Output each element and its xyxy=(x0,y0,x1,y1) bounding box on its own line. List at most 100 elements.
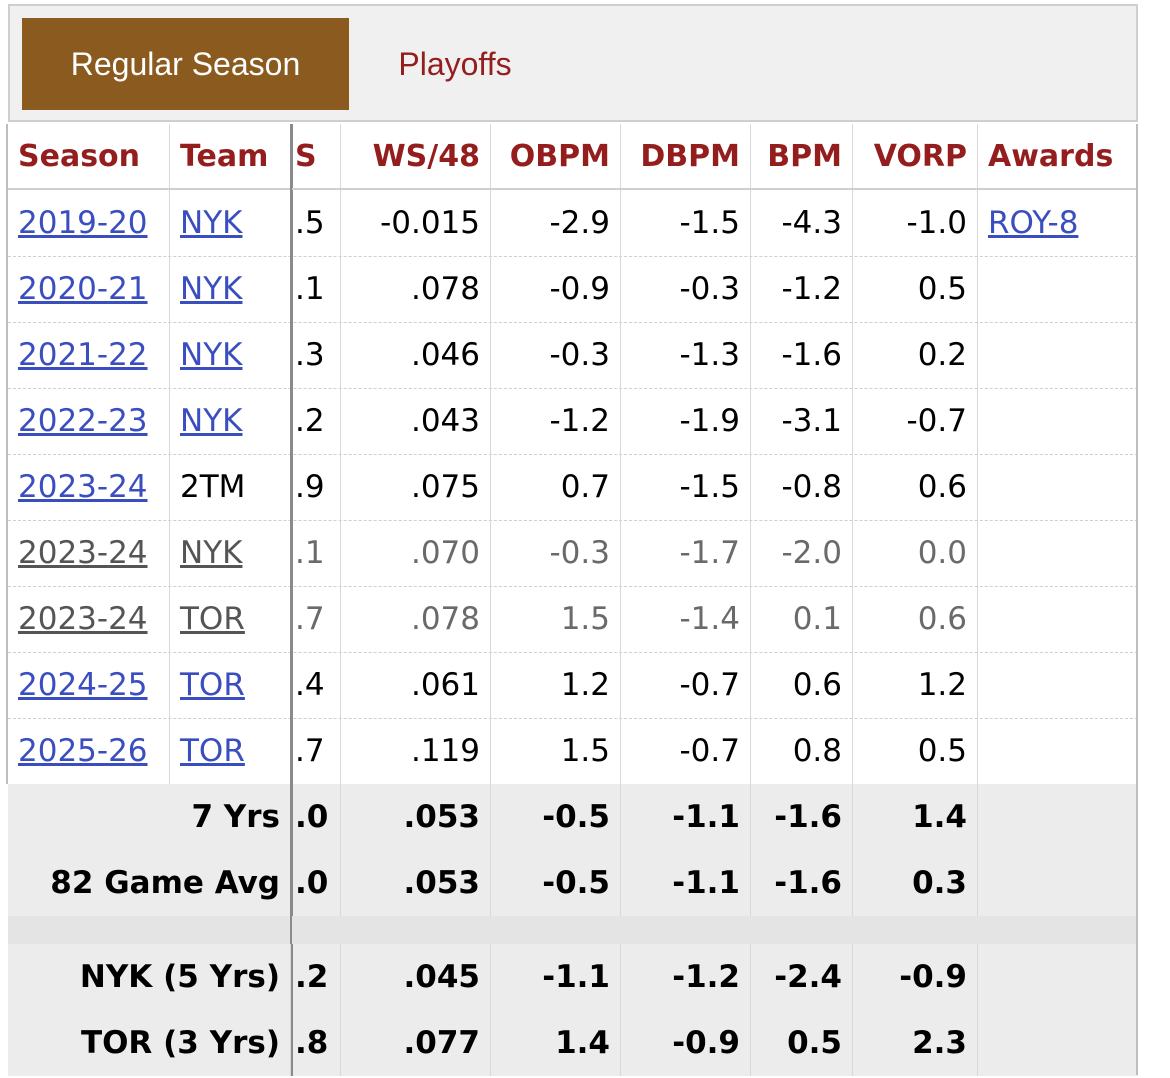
ws-cell: .7 xyxy=(291,586,341,652)
table-header-row: Season Team S WS/48 OBPM DBPM BPM VORP A… xyxy=(8,124,1138,190)
dbpm-cell: -1.1 xyxy=(621,850,751,916)
team-link[interactable]: NYK xyxy=(180,403,243,439)
team-cell: NYK xyxy=(170,388,291,454)
bpm-cell: 0.1 xyxy=(751,586,853,652)
ws48-cell: .053 xyxy=(341,850,491,916)
season-cell: 2022-23 xyxy=(8,388,170,454)
obpm-cell: 1.5 xyxy=(491,718,621,784)
header-dbpm[interactable]: DBPM xyxy=(621,124,751,188)
awards-cell: ROY-8 xyxy=(978,190,1138,256)
dbpm-cell: -0.7 xyxy=(621,652,751,718)
vorp-cell: 0.5 xyxy=(853,718,978,784)
season-link[interactable]: 2023-24 xyxy=(18,535,148,571)
dbpm-cell: -1.1 xyxy=(621,784,751,850)
season-cell: 2019-20 xyxy=(8,190,170,256)
dbpm-cell: -1.3 xyxy=(621,322,751,388)
season-link[interactable]: 2020-21 xyxy=(18,271,148,307)
obpm-cell: 0.7 xyxy=(491,454,621,520)
bpm-cell: 0.5 xyxy=(751,1010,853,1076)
ws-cell: .2 xyxy=(291,388,341,454)
summary-label: TOR (3 Yrs) xyxy=(8,1010,291,1076)
awards-cell xyxy=(978,850,1138,916)
season-link[interactable]: 2021-22 xyxy=(18,337,148,373)
team-cell: NYK xyxy=(170,322,291,388)
team-link[interactable]: NYK xyxy=(180,337,243,373)
awards-cell xyxy=(978,718,1138,784)
vorp-cell: 0.6 xyxy=(853,454,978,520)
season-link[interactable]: 2022-23 xyxy=(18,403,148,439)
section-spacer xyxy=(8,916,1138,944)
table-row: 2024-25 TOR .4.061 1.2 -0.7 0.6 1.2 xyxy=(8,652,1138,719)
ws-cell: .2 xyxy=(291,944,341,1010)
ws-cell: .7 xyxy=(291,718,341,784)
table-row: 2023-24 2TM .9.075 0.7 -1.5 -0.8 0.6 xyxy=(8,454,1138,521)
awards-cell xyxy=(978,520,1138,586)
header-awards[interactable]: Awards xyxy=(988,138,1114,174)
obpm-cell: -0.3 xyxy=(491,322,621,388)
team-cell: TOR xyxy=(170,652,291,718)
header-bpm[interactable]: BPM xyxy=(751,124,853,188)
team-link[interactable]: TOR xyxy=(180,601,245,637)
table-row: 2019-20 NYK .5 -0.015 -2.9 -1.5 -4.3 -1.0 ROY-8 xyxy=(8,190,1138,257)
dbpm-cell: -1.5 xyxy=(621,190,751,256)
ws48-cell: .078 xyxy=(341,256,491,322)
awards-cell xyxy=(978,388,1138,454)
team-link[interactable]: TOR xyxy=(180,733,245,769)
header-ws48[interactable]: WS/48 xyxy=(341,124,491,188)
ws48-cell: .043 xyxy=(341,388,491,454)
obpm-cell: 1.2 xyxy=(491,652,621,718)
obpm-cell: -1.1 xyxy=(491,944,621,1010)
awards-cell xyxy=(978,454,1138,520)
season-link[interactable]: 2023-24 xyxy=(18,469,148,505)
season-cell: 2023-24 xyxy=(8,586,170,652)
ws-cell: .8 xyxy=(291,1010,341,1076)
obpm-cell: -0.5 xyxy=(491,850,621,916)
bpm-cell: -1.2 xyxy=(751,256,853,322)
award-link[interactable]: ROY-8 xyxy=(988,205,1079,241)
bpm-cell: -2.0 xyxy=(751,520,853,586)
vorp-cell: 1.2 xyxy=(853,652,978,718)
tab-regular-season[interactable]: Regular Season xyxy=(22,18,349,110)
awards-cell xyxy=(978,322,1138,388)
ws48-cell: .078 xyxy=(341,586,491,652)
team-link[interactable]: NYK xyxy=(180,535,243,571)
season-cell: 2023-24 xyxy=(8,520,170,586)
vorp-cell: -0.9 xyxy=(853,944,978,1010)
table-right-border xyxy=(1136,124,1138,1075)
obpm-cell: -1.2 xyxy=(491,388,621,454)
season-link[interactable]: 2019-20 xyxy=(18,205,148,241)
awards-cell xyxy=(978,652,1138,718)
header-obpm[interactable]: OBPM xyxy=(491,124,621,188)
header-team[interactable]: Team xyxy=(170,124,291,188)
ws48-cell: .061 xyxy=(341,652,491,718)
bpm-cell: 0.6 xyxy=(751,652,853,718)
team-link[interactable]: TOR xyxy=(180,667,245,703)
summary-row: 82 Game Avg .0.053 -0.5 -1.1 -1.6 0.3 xyxy=(8,850,1138,918)
summary-label: NYK (5 Yrs) xyxy=(8,944,291,1010)
header-vorp[interactable]: VORP xyxy=(853,124,978,188)
season-cell: 2020-21 xyxy=(8,256,170,322)
vorp-cell: 1.4 xyxy=(853,784,978,850)
summary-row: NYK (5 Yrs) .2.045 -1.1 -1.2 -2.4 -0.9 xyxy=(8,944,1138,1012)
dbpm-cell: -1.5 xyxy=(621,454,751,520)
vorp-cell: -0.7 xyxy=(853,388,978,454)
ws-cell: .1 xyxy=(291,520,341,586)
team-link[interactable]: NYK xyxy=(180,205,243,241)
header-ws[interactable]: S xyxy=(291,124,341,188)
vorp-cell: 0.2 xyxy=(853,322,978,388)
header-season[interactable]: Season xyxy=(8,124,170,188)
awards-cell xyxy=(978,586,1138,652)
season-cell: 2023-24 xyxy=(8,454,170,520)
bpm-cell: -2.4 xyxy=(751,944,853,1010)
season-link[interactable]: 2025-26 xyxy=(18,733,148,769)
ws-cell: .1 xyxy=(291,256,341,322)
season-link[interactable]: 2024-25 xyxy=(18,667,148,703)
vorp-cell: 0.6 xyxy=(853,586,978,652)
vorp-cell: 0.0 xyxy=(853,520,978,586)
dbpm-cell: -0.3 xyxy=(621,256,751,322)
season-link[interactable]: 2023-24 xyxy=(18,601,148,637)
team-link[interactable]: NYK xyxy=(180,271,243,307)
ws-cell: .0 xyxy=(291,784,341,850)
ws48-cell: -0.015 xyxy=(341,190,491,256)
tab-playoffs[interactable]: Playoffs xyxy=(398,45,512,82)
